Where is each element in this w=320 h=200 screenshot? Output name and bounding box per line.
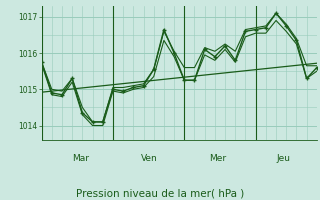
Text: Jeu: Jeu xyxy=(277,154,291,163)
Text: Mar: Mar xyxy=(72,154,89,163)
Text: Mer: Mer xyxy=(209,154,226,163)
Text: Ven: Ven xyxy=(140,154,157,163)
Text: Pression niveau de la mer( hPa ): Pression niveau de la mer( hPa ) xyxy=(76,188,244,198)
